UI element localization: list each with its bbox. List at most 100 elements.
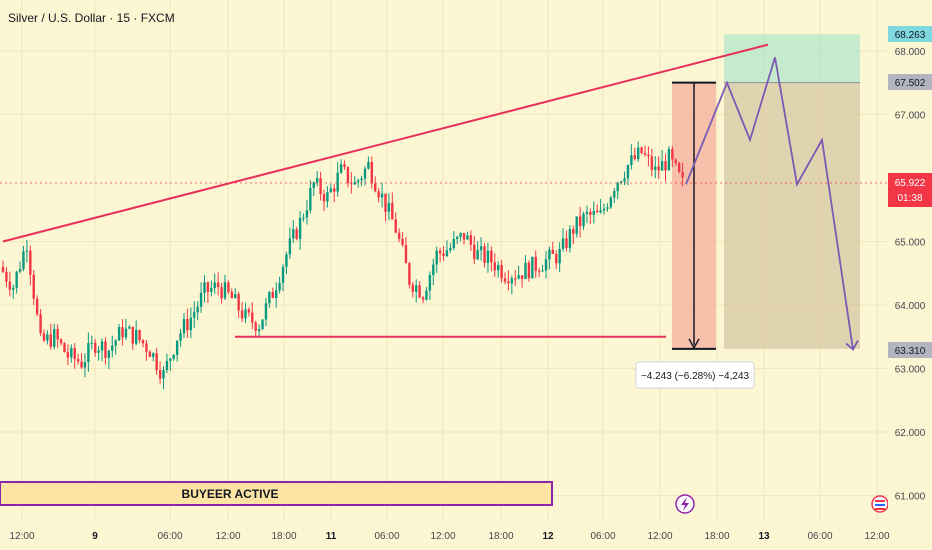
- candle-body: [25, 250, 29, 252]
- candle-body: [558, 248, 561, 264]
- candle-body: [333, 188, 336, 192]
- price-tick-label: 61.000: [895, 492, 926, 503]
- candle-body: [343, 164, 346, 167]
- upper-trendline[interactable]: [2, 43, 769, 243]
- candle-body: [216, 282, 220, 288]
- candle-body: [517, 275, 520, 279]
- candle-body: [606, 207, 609, 209]
- time-tick-label: 06:00: [374, 531, 399, 542]
- candle-body: [565, 238, 568, 249]
- candle-body: [623, 178, 626, 182]
- candle-body: [534, 256, 537, 271]
- candle-body: [73, 348, 76, 360]
- candle-body: [42, 333, 46, 341]
- candle-body: [70, 348, 73, 358]
- candle-body: [295, 229, 298, 239]
- candle-body: [531, 256, 534, 279]
- candlesticks: [1, 141, 684, 390]
- candle-body: [428, 275, 432, 291]
- candle-body: [53, 328, 56, 347]
- candle-body: [121, 327, 124, 338]
- time-tick-label: 12:00: [215, 531, 240, 542]
- candle-body: [681, 171, 684, 178]
- chart-title: Silver / U.S. Dollar · 15 · FXCM: [8, 11, 175, 25]
- candle-body: [22, 251, 25, 270]
- time-tick-label: 13: [758, 531, 770, 542]
- candle-body: [298, 217, 302, 239]
- time-axis[interactable]: 12:00 9 06:00 12:00 18:00 11 06:00 12:00 18:00 12…: [9, 531, 889, 542]
- time-tick-label: 18:00: [704, 531, 729, 542]
- candle-body: [134, 330, 138, 344]
- lightning-icon[interactable]: [675, 494, 695, 514]
- candle-body: [326, 192, 329, 202]
- candle-body: [411, 284, 414, 292]
- candle-body: [223, 282, 227, 299]
- measure-label: −4.243 (−6.28%) −4,243: [635, 361, 755, 389]
- svg-text:65.922: 65.922: [895, 178, 926, 189]
- candle-body: [633, 155, 636, 159]
- candle-body: [114, 340, 117, 346]
- candle-body: [213, 282, 216, 289]
- candle-body: [401, 238, 404, 246]
- candle-body: [397, 232, 401, 239]
- candle-body: [111, 345, 114, 351]
- candle-body: [640, 147, 643, 153]
- price-tick-label: 63.000: [895, 365, 926, 376]
- time-tick-label: 12: [542, 531, 554, 542]
- candle-body: [391, 202, 394, 220]
- projection-path[interactable]: [685, 57, 854, 350]
- candle-body: [462, 233, 466, 240]
- candle-body: [206, 282, 210, 292]
- candle-body: [257, 329, 261, 331]
- candle-body: [8, 281, 12, 290]
- time-tick-label: 06:00: [590, 531, 615, 542]
- candle-body: [97, 350, 100, 353]
- candle-body: [5, 271, 8, 282]
- candle-body: [83, 362, 87, 368]
- candle-body: [438, 250, 442, 254]
- candle-body: [572, 229, 575, 234]
- candle-body: [507, 281, 510, 284]
- candle-body: [421, 297, 425, 300]
- candle-body: [169, 358, 172, 361]
- candle-body: [285, 254, 288, 267]
- candle-body: [63, 343, 66, 353]
- calendar-flag-icon[interactable]: [871, 495, 889, 513]
- candle-body: [346, 166, 350, 184]
- price-tick-label: 67.000: [895, 111, 926, 122]
- candle-body: [46, 334, 49, 341]
- candle-body: [261, 319, 264, 330]
- candle-body: [309, 187, 312, 211]
- candle-body: [520, 275, 524, 280]
- candle-body: [435, 250, 438, 265]
- candle-body: [268, 292, 271, 304]
- candle-body: [247, 309, 251, 313]
- candle-body: [275, 290, 278, 298]
- price-measure-tool[interactable]: [672, 81, 716, 350]
- candle-body: [162, 369, 165, 379]
- candle-body: [643, 152, 647, 155]
- countdown-text: 01:38: [897, 193, 922, 204]
- candle-body: [380, 193, 384, 198]
- candle-body: [418, 285, 421, 298]
- candle-body: [288, 238, 292, 255]
- candle-body: [524, 262, 527, 280]
- candle-body: [599, 210, 602, 213]
- candle-body: [124, 328, 128, 338]
- candle-body: [1, 266, 5, 272]
- target-price-label: 63.310: [888, 342, 932, 358]
- measure-label-text: −4.243 (−6.28%) −4,243: [641, 371, 750, 382]
- candle-body: [636, 147, 640, 159]
- position-zones: [672, 34, 860, 349]
- candle-body: [244, 309, 247, 319]
- candle-body: [107, 350, 111, 358]
- current-price-label: 65.922 01:38: [888, 173, 932, 207]
- time-tick-label: 06:00: [807, 531, 832, 542]
- candle-body: [234, 294, 237, 299]
- candle-body: [449, 247, 452, 251]
- candle-body: [367, 162, 370, 169]
- banner-text: BUYEER ACTIVE: [182, 487, 279, 501]
- candle-body: [131, 326, 134, 344]
